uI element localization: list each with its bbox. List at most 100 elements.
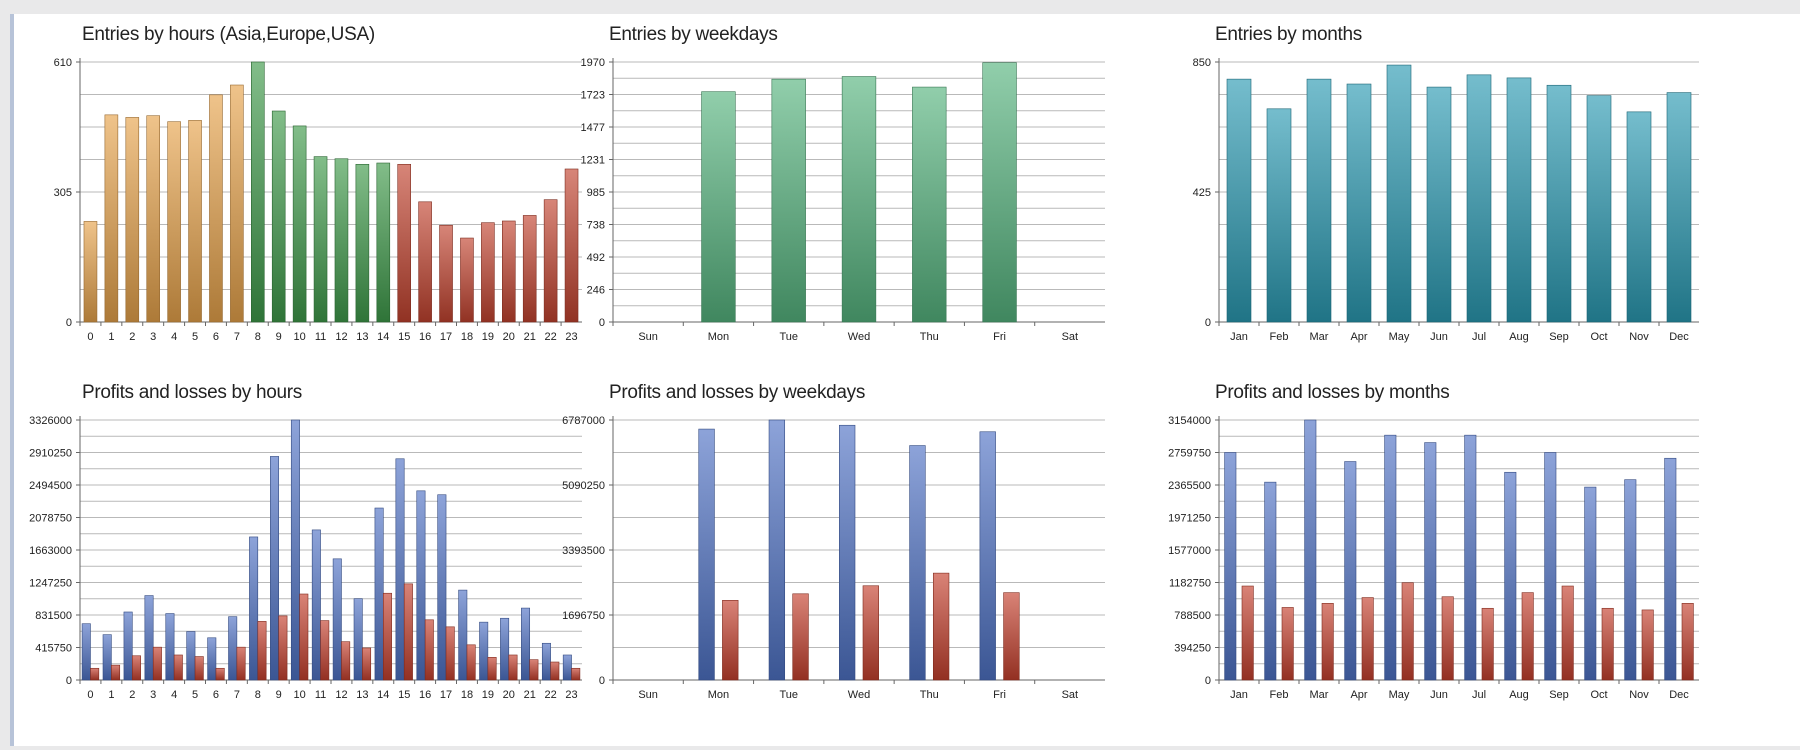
bar-losses-6 (215, 667, 225, 681)
y-tick-label: 415750 (35, 643, 72, 655)
bar-losses-apr (1361, 597, 1374, 681)
chart-title: Entries by months (1215, 24, 1362, 45)
x-tick-label: 10 (294, 689, 306, 701)
bar-losses-17 (445, 626, 455, 681)
y-tick-label: 1971250 (1168, 513, 1211, 525)
x-tick-label: 0 (87, 689, 93, 701)
x-tick-label: Jul (1472, 331, 1486, 343)
bar-entries-6 (209, 94, 223, 323)
x-tick-label: Mar (1310, 331, 1329, 343)
chart-profits-losses-by-hours-plot: 0415750831500124725016630002078750249450… (29, 415, 582, 701)
bar-profits-oct (1584, 486, 1597, 681)
y-tick-label: 2365500 (1168, 480, 1211, 492)
y-tick-label: 0 (66, 317, 72, 329)
bar-losses-18 (466, 644, 476, 681)
bar-entries-18 (460, 237, 474, 323)
x-tick-label: 11 (315, 689, 326, 701)
x-tick-label: 20 (503, 689, 515, 701)
chart-entries-by-weekdays: Entries by weekdays 0 246 492 738 985 1231 147… (541, 14, 1181, 343)
bar-profits-21 (521, 607, 531, 681)
bar-profits-thu (909, 445, 926, 681)
y-tick-label: 305 (54, 187, 72, 199)
y-tick-label: 1231 (581, 155, 605, 167)
x-tick-label: 13 (356, 689, 368, 701)
bar-losses-sep (1561, 585, 1574, 681)
y-tick-label: 1723 (581, 90, 605, 102)
bar-profits-0 (81, 623, 91, 681)
bar-profits-18 (458, 589, 468, 681)
x-tick-label: Sun (638, 331, 658, 343)
x-tick-label: Aug (1509, 689, 1529, 701)
chart-entries-by-weekdays-plot: 0 246 492 738 985 1231 1477 1723 1970 Sun Mon Tue We… (581, 57, 1105, 343)
x-tick-label: Feb (1270, 689, 1289, 701)
bar-profits-13 (353, 598, 363, 681)
bar-losses-23 (571, 667, 581, 681)
bar-entries-13 (355, 163, 370, 323)
bar-profits-apr (1344, 461, 1357, 681)
x-tick-label: Wed (848, 331, 870, 343)
bar-entries-aug (1506, 77, 1532, 323)
x-tick-label: Apr (1350, 689, 1367, 701)
bar-profits-6 (207, 637, 217, 681)
bar-profits-2 (123, 611, 133, 681)
y-tick-label: 2494500 (29, 480, 72, 492)
y-tick-label: 788500 (1174, 610, 1211, 622)
bar-entries-5 (188, 120, 202, 323)
x-tick-label: 8 (255, 689, 261, 701)
x-tick-label: Fri (993, 689, 1006, 701)
bar-entries-wed (841, 76, 877, 323)
x-tick-label: 19 (482, 331, 494, 343)
x-tick-label: Feb (1270, 331, 1289, 343)
y-tick-label: 985 (587, 187, 605, 199)
bar-losses-3 (152, 646, 162, 681)
bar-entries-0 (83, 221, 98, 323)
y-tick-label: 1663000 (29, 545, 72, 557)
x-tick-label: Oct (1590, 689, 1607, 701)
bar-profits-22 (541, 642, 551, 681)
bar-entries-8 (251, 61, 265, 323)
bar-entries-2 (125, 117, 140, 323)
bar-losses-16 (424, 619, 434, 681)
bar-entries-mar (1306, 78, 1332, 323)
x-tick-label: Apr (1350, 331, 1367, 343)
bar-losses-7 (236, 646, 246, 681)
bar-entries-fri (982, 62, 1017, 323)
bar-profits-20 (500, 617, 510, 681)
bar-entries-nov (1626, 111, 1652, 323)
y-tick-label: 5090250 (562, 480, 605, 492)
bar-losses-19 (487, 657, 497, 681)
bar-entries-21 (522, 215, 537, 323)
x-tick-label: 17 (440, 331, 452, 343)
bar-entries-jul (1466, 74, 1492, 323)
bar-losses-12 (341, 641, 351, 681)
bar-entries-may (1386, 64, 1412, 323)
bar-profits-17 (437, 494, 447, 681)
bar-losses-jul (1481, 607, 1494, 681)
bar-profits-4 (165, 613, 175, 681)
y-tick-label: 1577000 (1168, 545, 1211, 557)
bar-losses-4 (173, 654, 183, 681)
x-tick-label: 3 (150, 689, 156, 701)
bar-entries-mon (701, 91, 736, 323)
chart-profits-losses-by-months-plot: 0 394250 788500 1182750 1577000 1971250 236550… (1168, 415, 1699, 701)
x-tick-label: Tue (779, 689, 798, 701)
bar-entries-jun (1426, 86, 1452, 323)
x-tick-label: 13 (356, 331, 368, 343)
y-tick-label: 0 (66, 675, 72, 687)
chart-profits-losses-by-months: Profits and losses by months 0 394250 7885… (1147, 372, 1787, 702)
bar-profits-11 (311, 529, 321, 681)
x-tick-label: 7 (234, 331, 240, 343)
y-tick-label: 2910250 (29, 448, 72, 460)
bar-losses-20 (508, 654, 518, 681)
bar-profits-jul (1464, 434, 1477, 681)
bar-losses-8 (257, 621, 267, 681)
bar-profits-feb (1264, 481, 1277, 681)
bar-entries-apr (1346, 83, 1372, 323)
x-tick-label: Sun (638, 689, 658, 701)
bar-entries-23 (564, 168, 579, 323)
bar-losses-21 (529, 659, 539, 681)
y-tick-label: 0 (1205, 675, 1211, 687)
bar-profits-may (1384, 434, 1397, 681)
x-tick-label: 0 (87, 331, 93, 343)
bar-profits-15 (395, 458, 405, 681)
